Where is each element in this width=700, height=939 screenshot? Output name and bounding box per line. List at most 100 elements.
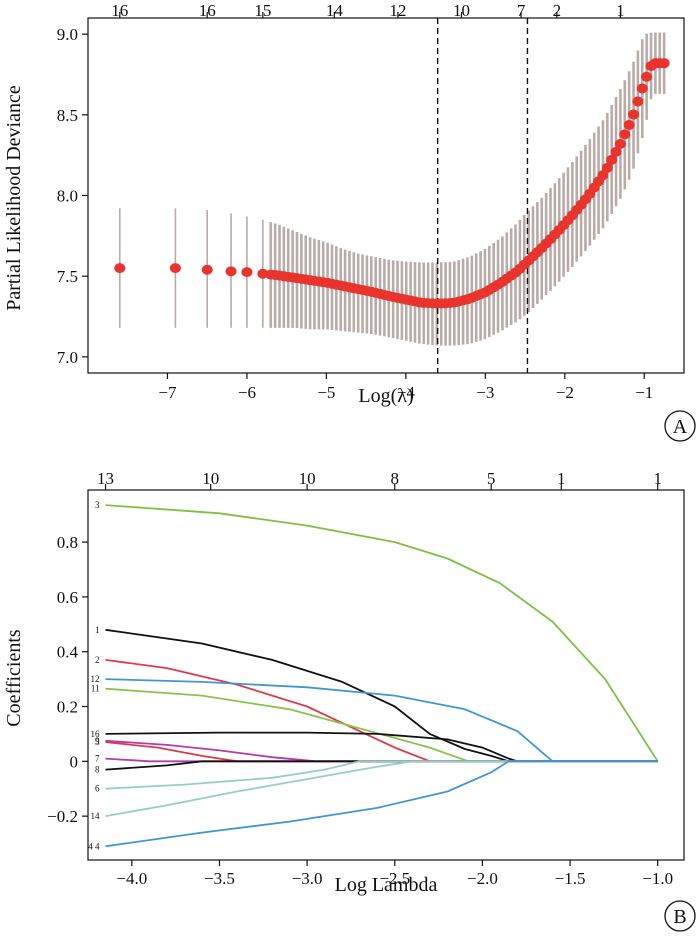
panel-a-optimal-lambda-lines [436, 18, 529, 373]
panel-b-plot-frame [87, 489, 685, 861]
y-tick-label-3: 0.4 [57, 643, 79, 662]
panel-b-badge-circle [664, 900, 696, 932]
x-tick-label-4: −2.0 [467, 869, 498, 888]
deviance-point-4 [241, 267, 253, 278]
variable-label-11: 14 [91, 811, 101, 821]
variable-label-2: 2 [95, 655, 100, 665]
top-tick-label-0: 16 [111, 1, 128, 20]
x-tick-label-3: −2.5 [379, 869, 410, 888]
coef-path-3 [105, 504, 659, 762]
coef-path-4 [105, 760, 658, 848]
top-tick-label-7: 2 [553, 1, 562, 20]
variable-label-0: 3 [95, 500, 100, 510]
y-tick-label-3: 8.5 [57, 106, 78, 125]
deviance-point-2 [201, 264, 213, 275]
deviance-point-96 [658, 58, 670, 69]
top-tick-label-3: 8 [391, 469, 400, 488]
y-tick-label-0: 7.0 [57, 348, 78, 367]
panel-a-y-axis-title: Partial Likelihood Deviance [3, 85, 25, 311]
panel-a-badge-label: A [673, 416, 688, 438]
x-tick-label-5: −1.5 [555, 869, 586, 888]
panel-a-y-axis: 7.0 7.5 8.0 8.5 9.0 [57, 25, 88, 367]
x-tick-label-0: −4.0 [116, 869, 147, 888]
deviance-point-3 [225, 266, 237, 277]
deviance-point-5 [257, 268, 269, 279]
x-tick-label-1: −3.5 [204, 869, 235, 888]
panel-a-x-axis: −7 −6 −5 −4 −3 −2 −1 [158, 373, 653, 402]
x-tick-label-6: −1 [635, 383, 653, 402]
deviance-point-90 [632, 96, 644, 107]
variable-label-9: 8 [95, 765, 100, 775]
deviance-point-91 [636, 83, 648, 94]
panel-b-x-axis-title: Log Lambda [335, 874, 438, 896]
x-tick-label-4: −3 [476, 383, 494, 402]
top-tick-label-2: 10 [299, 469, 316, 488]
panel-a-x-axis-title: Log(λ) [358, 385, 413, 407]
variable-label-8: 7 [95, 754, 100, 764]
top-tick-label-5: 10 [453, 1, 470, 20]
panel-a-deviance-points [114, 58, 670, 309]
panel-a-badge-circle [664, 410, 696, 442]
top-tick-label-1: 10 [202, 469, 219, 488]
deviance-point-84 [606, 154, 618, 165]
variable-label-4: 11 [91, 684, 100, 694]
x-tick-label-0: −7 [158, 383, 177, 402]
x-tick-label-2: −3.0 [292, 869, 323, 888]
coef-path-5 [105, 741, 658, 763]
y-tick-label-1: 7.5 [57, 267, 78, 286]
panel-b-y-axis-title: Coefficients [3, 629, 25, 727]
y-tick-label-1: 0 [70, 752, 79, 771]
y-tick-label-0: −0.2 [47, 807, 78, 826]
top-tick-label-8: 1 [616, 1, 625, 20]
panel-a-top-axis: 16 16 15 14 12 10 7 2 1 [111, 1, 624, 20]
deviance-point-88 [623, 119, 635, 130]
coef-path-2 [105, 659, 658, 763]
top-tick-label-0: 13 [97, 469, 114, 488]
panel-b-badge-label: B [673, 906, 686, 928]
y-tick-label-2: 8.0 [57, 187, 78, 206]
x-tick-label-2: −5 [317, 383, 335, 402]
deviance-point-89 [628, 109, 640, 120]
top-tick-label-2: 15 [254, 1, 271, 20]
panel-b-x-axis: −4.0 −3.5 −3.0 −2.5 −2.0 −1.5 −1.0 [116, 860, 673, 888]
y-tick-label-4: 9.0 [57, 25, 78, 44]
deviance-point-0 [114, 263, 126, 274]
x-tick-label-1: −6 [238, 383, 256, 402]
variable-label-7: 5 [95, 737, 100, 747]
panel-b-coefficient-paths [105, 504, 659, 848]
top-tick-label-1: 16 [199, 1, 216, 20]
panel-a-cv-deviance-chart: −7 −6 −5 −4 −3 −2 −1 7.07.58.08.59.0 16 16 15 14 1… [3, 1, 696, 442]
x-tick-label-3: −4 [397, 383, 416, 402]
y-tick-label-4: 0.6 [57, 588, 78, 607]
variable-label-10: 6 [95, 784, 100, 794]
deviance-point-86 [614, 138, 626, 149]
top-tick-label-5: 1 [557, 469, 566, 488]
deviance-point-83 [601, 162, 613, 173]
panel-b-y-axis: −0.2 0 0.2 0.4 0.6 0.8 [47, 533, 88, 826]
top-tick-label-6: 7 [517, 1, 526, 20]
coef-path-12 [105, 678, 658, 763]
top-tick-label-4: 5 [487, 469, 496, 488]
coef-path-14 [105, 760, 658, 817]
variable-label-1: 1 [95, 625, 100, 635]
top-tick-label-6: 1 [653, 469, 662, 488]
deviance-point-82 [597, 170, 609, 181]
top-tick-label-4: 12 [389, 1, 406, 20]
deviance-point-92 [641, 71, 653, 82]
variable-label-6: 9 [95, 736, 100, 746]
deviance-point-1 [169, 263, 181, 274]
x-tick-label-5: −2 [556, 383, 574, 402]
variable-label-12: 4 4 [88, 841, 100, 851]
panel-b-top-axis: 13 10 10 8 5 1 1 [97, 469, 662, 490]
y-tick-label-5: 0.8 [57, 533, 78, 552]
coef-path-9 [105, 739, 658, 763]
deviance-point-87 [619, 129, 631, 140]
y-tick-label-2: 0.2 [57, 698, 78, 717]
variable-label-5: 16 [91, 729, 101, 739]
x-tick-label-6: −1.0 [642, 869, 673, 888]
variable-label-3: 12 [91, 674, 100, 684]
deviance-point-85 [610, 146, 622, 157]
